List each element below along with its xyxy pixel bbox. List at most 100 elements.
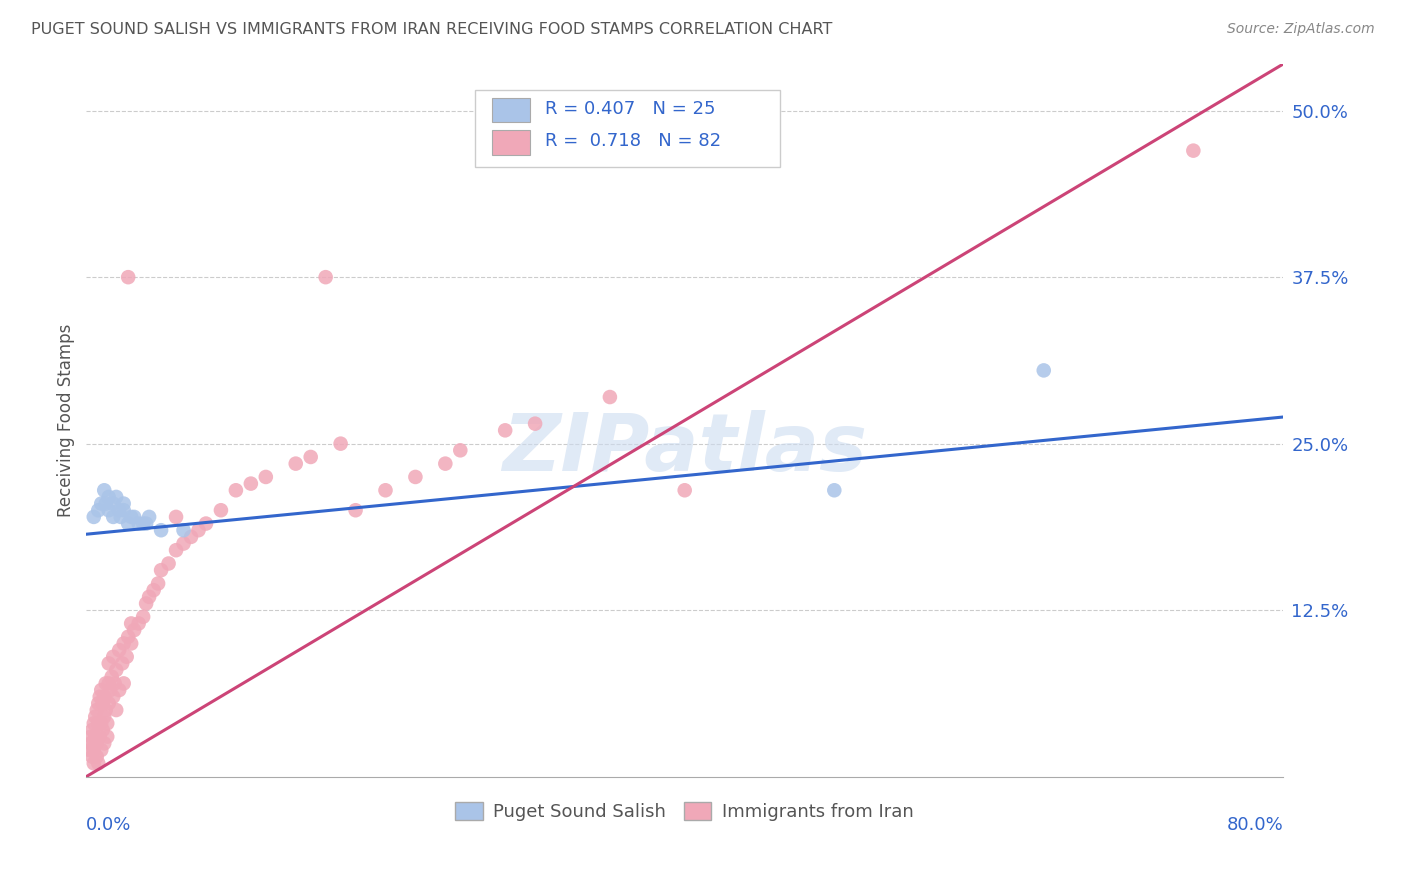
Point <box>132 516 155 531</box>
Point <box>86 749 108 764</box>
Point <box>108 683 131 698</box>
Point <box>112 676 135 690</box>
Point <box>404 470 426 484</box>
Point <box>187 523 209 537</box>
Point <box>103 509 125 524</box>
Point <box>93 483 115 498</box>
Point <box>329 436 352 450</box>
Point <box>112 497 135 511</box>
Point <box>90 497 112 511</box>
Point <box>93 690 115 704</box>
Point <box>100 670 122 684</box>
Point <box>105 490 128 504</box>
Point <box>83 743 105 757</box>
Point <box>97 697 120 711</box>
Point <box>524 417 547 431</box>
Point <box>80 730 103 744</box>
Point <box>86 703 108 717</box>
Point <box>157 557 180 571</box>
Point <box>150 563 173 577</box>
Point <box>103 649 125 664</box>
Text: R =  0.718   N = 82: R = 0.718 N = 82 <box>544 132 721 150</box>
Point <box>93 709 115 723</box>
Point <box>165 509 187 524</box>
Point <box>449 443 471 458</box>
Point <box>94 703 117 717</box>
Point <box>254 470 277 484</box>
Point <box>80 736 103 750</box>
Point <box>142 583 165 598</box>
Point <box>434 457 457 471</box>
Point <box>117 516 139 531</box>
Text: 0.0%: 0.0% <box>86 816 132 834</box>
Point <box>374 483 396 498</box>
Point <box>315 270 337 285</box>
Point <box>112 636 135 650</box>
Point <box>93 736 115 750</box>
Point <box>105 663 128 677</box>
Point <box>97 490 120 504</box>
Point <box>120 616 142 631</box>
Point <box>89 730 111 744</box>
Point <box>239 476 262 491</box>
Point <box>180 530 202 544</box>
Point <box>135 597 157 611</box>
Point <box>135 516 157 531</box>
Point <box>117 270 139 285</box>
Point <box>132 609 155 624</box>
Point <box>128 516 150 531</box>
Point <box>120 509 142 524</box>
Point <box>225 483 247 498</box>
Point <box>96 730 118 744</box>
Point <box>104 676 127 690</box>
Point <box>91 697 114 711</box>
Point <box>138 590 160 604</box>
Point <box>103 690 125 704</box>
Point <box>89 690 111 704</box>
Point <box>122 509 145 524</box>
Point <box>112 503 135 517</box>
Point <box>115 649 138 664</box>
Point <box>1032 363 1054 377</box>
Point <box>87 503 110 517</box>
Point <box>823 483 845 498</box>
Point <box>128 616 150 631</box>
Point <box>79 743 101 757</box>
Point <box>1182 144 1205 158</box>
Point <box>83 756 105 771</box>
Point <box>82 749 104 764</box>
Point <box>91 723 114 737</box>
Point <box>494 423 516 437</box>
Point <box>84 730 107 744</box>
Point <box>96 716 118 731</box>
Text: 80.0%: 80.0% <box>1226 816 1284 834</box>
Point <box>97 676 120 690</box>
Point <box>138 509 160 524</box>
Point <box>90 743 112 757</box>
Point <box>87 697 110 711</box>
Bar <box>492 130 530 154</box>
Y-axis label: Receiving Food Stamps: Receiving Food Stamps <box>58 324 75 517</box>
Point <box>108 643 131 657</box>
Point <box>90 716 112 731</box>
Point <box>97 657 120 671</box>
Point <box>344 503 367 517</box>
FancyBboxPatch shape <box>475 90 780 168</box>
Text: Source: ZipAtlas.com: Source: ZipAtlas.com <box>1227 22 1375 37</box>
Text: ZIPatlas: ZIPatlas <box>502 409 868 488</box>
Point <box>84 709 107 723</box>
Point <box>299 450 322 464</box>
Point <box>146 576 169 591</box>
Point <box>87 716 110 731</box>
Point <box>117 630 139 644</box>
Point <box>673 483 696 498</box>
Point <box>90 683 112 698</box>
Legend: Puget Sound Salish, Immigrants from Iran: Puget Sound Salish, Immigrants from Iran <box>449 795 921 828</box>
Point <box>103 497 125 511</box>
Point <box>97 503 120 517</box>
Point <box>94 497 117 511</box>
Bar <box>492 98 530 122</box>
Point <box>599 390 621 404</box>
Point <box>94 676 117 690</box>
Point <box>173 536 195 550</box>
